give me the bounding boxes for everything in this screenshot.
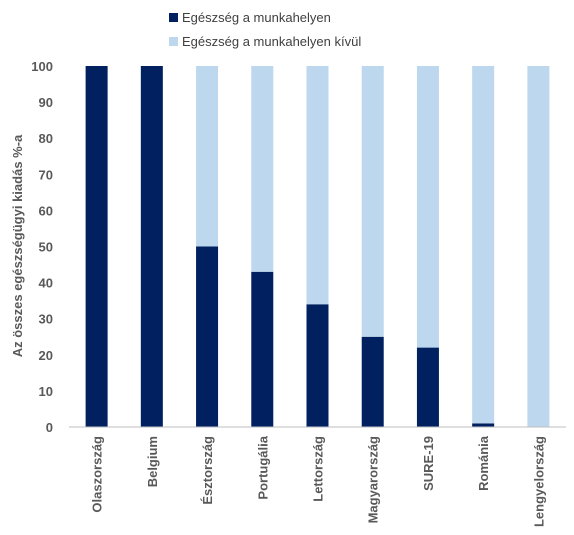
- bars: [85, 66, 550, 427]
- x-axis-ticks: Olaszország Belgium Észtország Portugália Le…: [90, 435, 547, 527]
- x-tick-label: Magyarország: [366, 436, 381, 523]
- y-tick-label: 60: [39, 203, 53, 218]
- x-tick-label: SURE-19: [421, 436, 436, 491]
- bar-segment-at-work: [251, 271, 274, 427]
- bar-segment-at-work: [472, 423, 495, 427]
- bar-segment-outside-work: [361, 66, 384, 337]
- y-tick-label: 70: [39, 167, 53, 182]
- y-tick-label: 0: [46, 420, 53, 435]
- bar-segment-at-work: [361, 336, 384, 427]
- bar-segment-at-work: [85, 66, 108, 427]
- x-tick-label: Belgium: [145, 436, 160, 487]
- x-tick-label: Portugália: [255, 435, 270, 499]
- bar-segment-outside-work: [416, 66, 439, 348]
- bar-segment-outside-work: [306, 66, 329, 305]
- x-tick-label: Románia: [476, 435, 491, 491]
- legend-label: Egészség a munkahelyen: [182, 10, 331, 25]
- x-tick-label: Olaszország: [90, 436, 105, 513]
- y-tick-label: 100: [31, 59, 53, 74]
- bar-segment-outside-work: [527, 66, 550, 427]
- y-axis-title: Az összes egészségügyi kiadás %-a: [10, 134, 25, 357]
- legend-swatch: [169, 13, 178, 22]
- y-tick-label: 20: [39, 348, 53, 363]
- y-tick-label: 40: [39, 276, 53, 291]
- y-tick-label: 90: [39, 95, 53, 110]
- y-tick-label: 50: [39, 240, 53, 255]
- x-tick-label: Lengyelország: [531, 436, 546, 527]
- bar-segment-at-work: [196, 246, 219, 427]
- x-tick-label: Észtország: [200, 436, 215, 505]
- y-tick-label: 10: [39, 384, 53, 399]
- x-tick-label: Lettország: [311, 436, 326, 502]
- legend-label: Egészség a munkahelyen kívül: [182, 34, 361, 49]
- bar-segment-outside-work: [472, 66, 495, 424]
- bar-segment-at-work: [140, 66, 163, 427]
- legend: Egészség a munkahelyen Egészség a munkahe…: [169, 10, 361, 49]
- legend-swatch: [169, 37, 178, 46]
- bar-segment-outside-work: [196, 66, 219, 247]
- bar-segment-outside-work: [251, 66, 274, 272]
- bar-segment-at-work: [416, 347, 439, 427]
- y-tick-label: 30: [39, 312, 53, 327]
- bar-segment-at-work: [306, 304, 329, 427]
- y-axis-ticks: 0 10 20 30 40 50 60 70 80 90 100: [31, 59, 53, 435]
- y-tick-label: 80: [39, 131, 53, 146]
